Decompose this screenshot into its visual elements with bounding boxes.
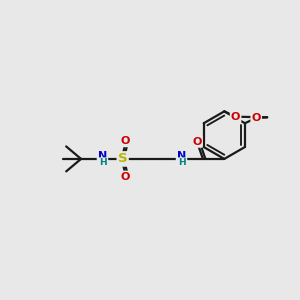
Text: O: O: [231, 112, 240, 122]
Text: H: H: [178, 158, 185, 167]
Text: N: N: [98, 151, 107, 161]
Text: O: O: [192, 137, 202, 147]
Text: H: H: [99, 158, 106, 167]
Text: O: O: [251, 113, 261, 123]
Text: S: S: [118, 152, 128, 165]
Text: O: O: [121, 172, 130, 182]
Text: N: N: [177, 151, 186, 161]
Text: O: O: [121, 136, 130, 146]
